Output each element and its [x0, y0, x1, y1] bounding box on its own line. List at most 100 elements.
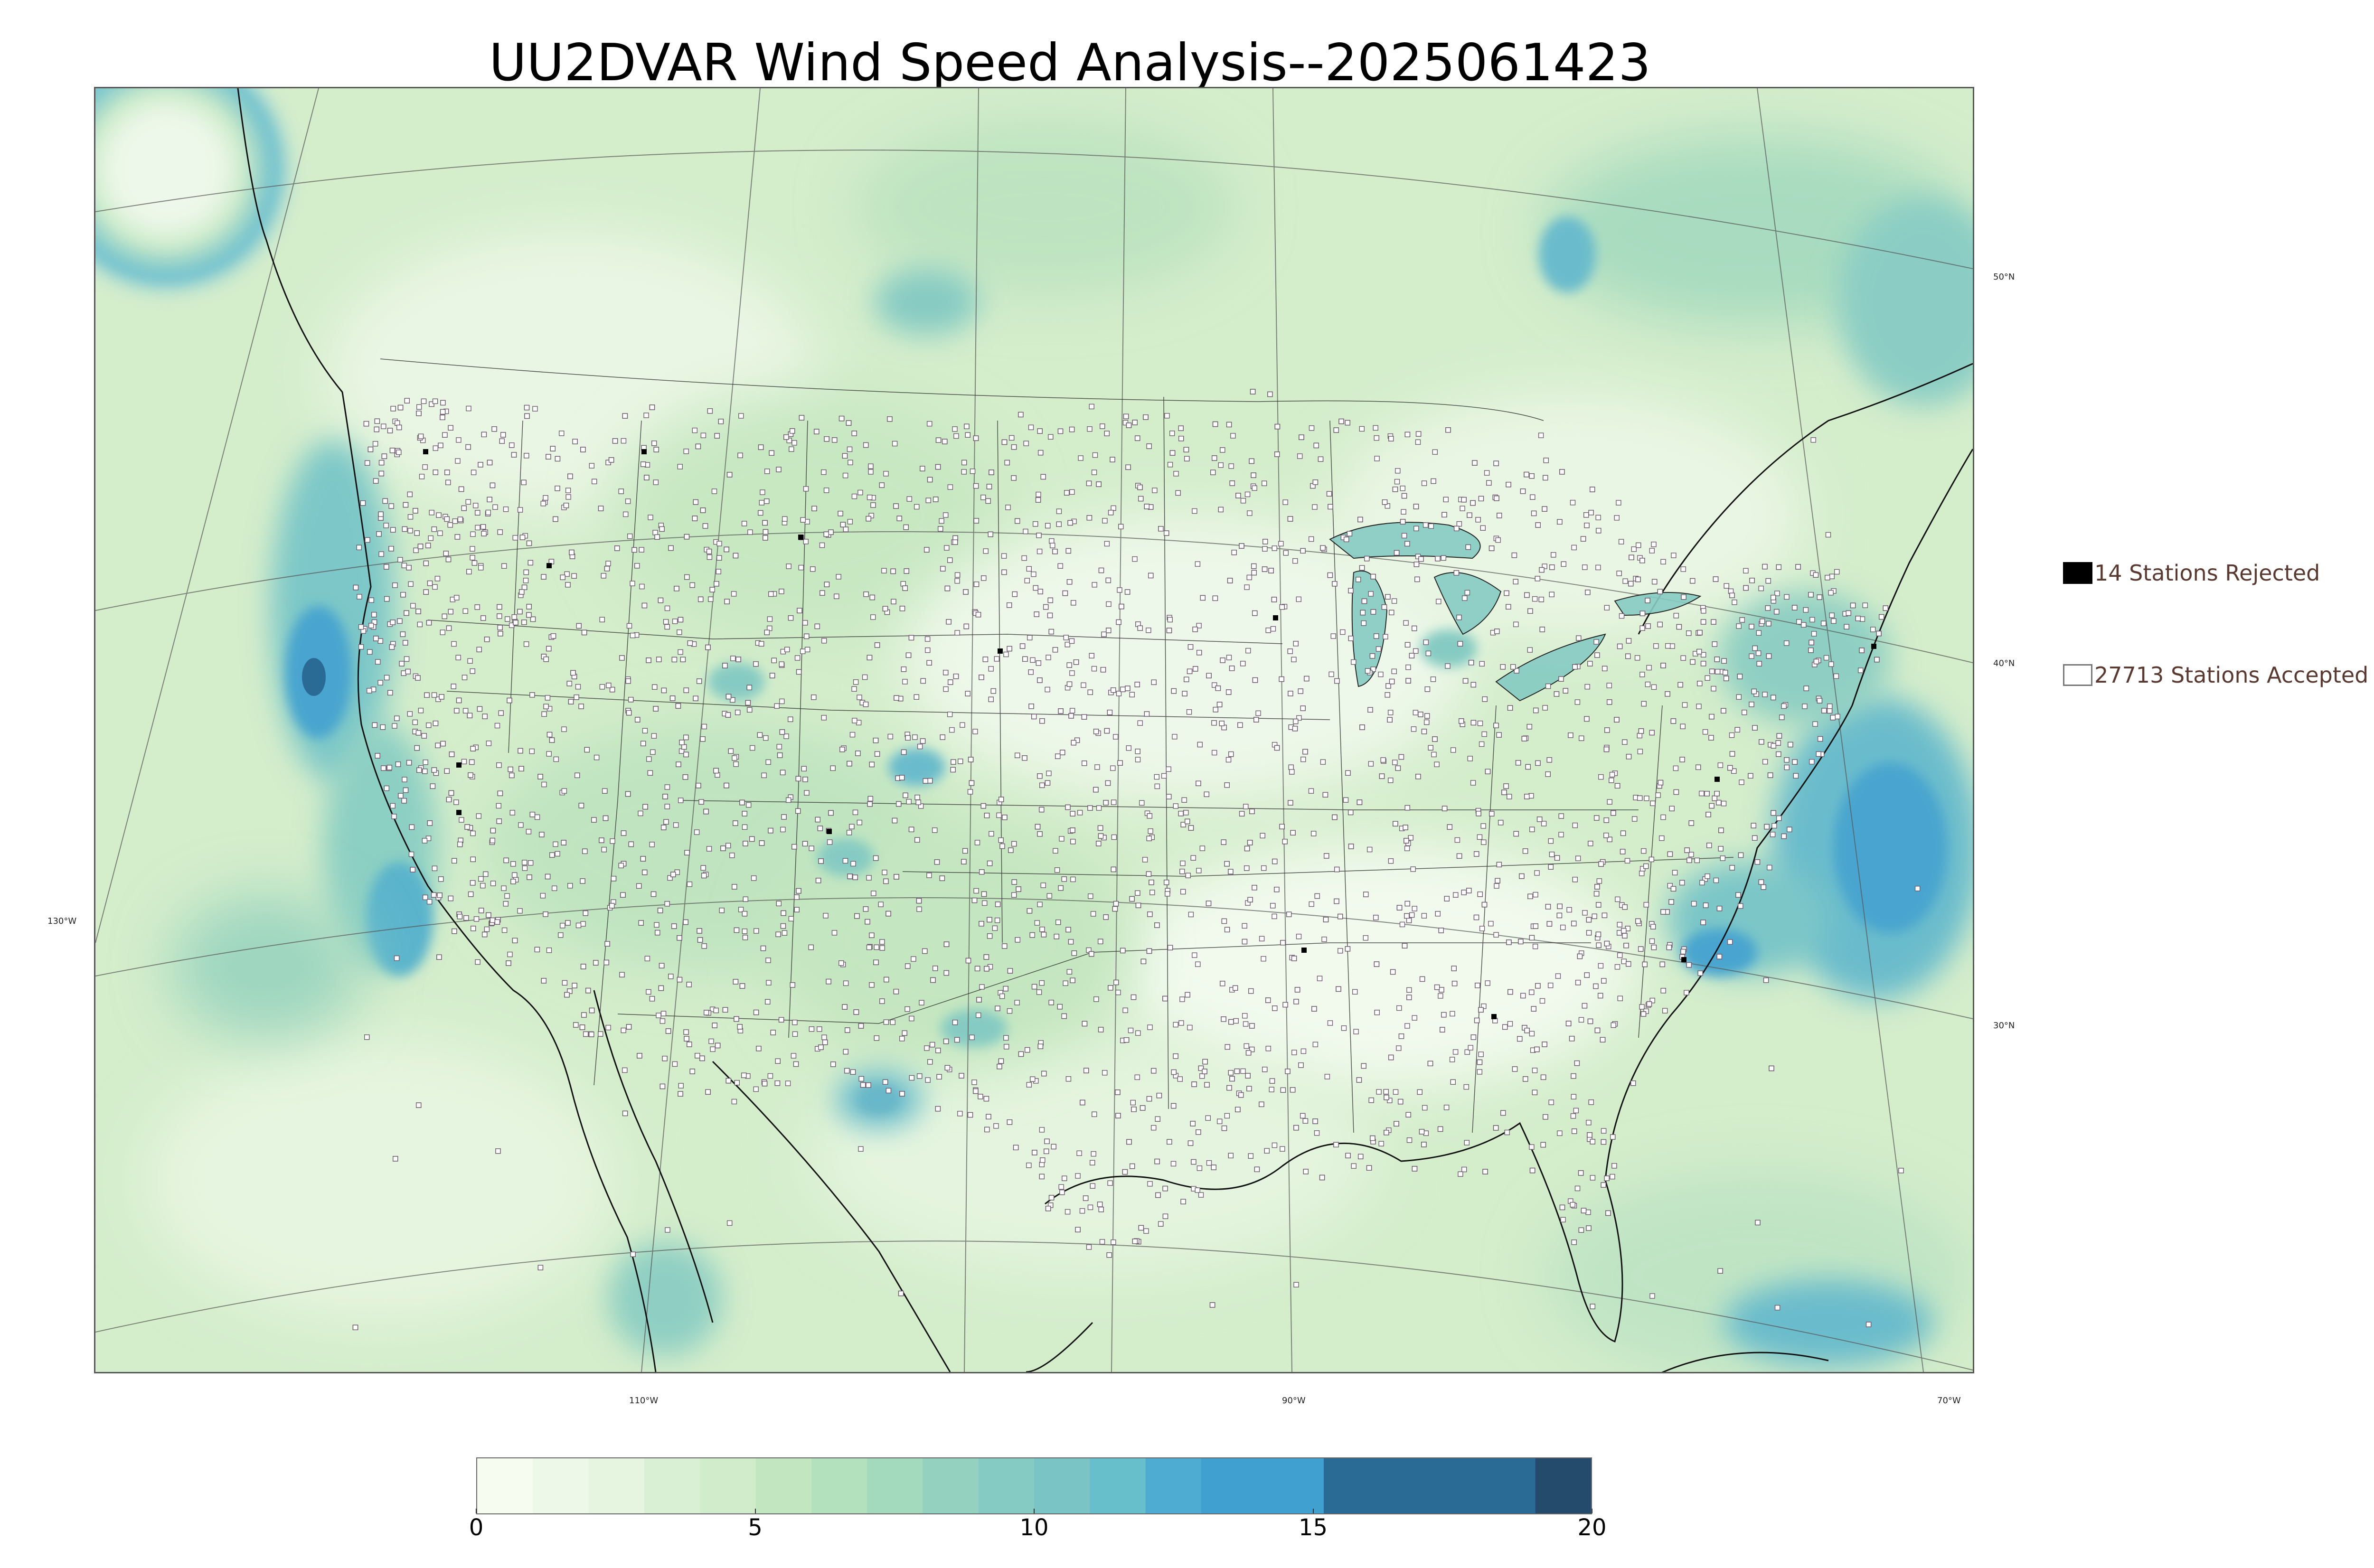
accepted-station-marker	[1338, 948, 1343, 954]
accepted-station-marker	[1336, 986, 1341, 992]
accepted-station-marker	[439, 694, 444, 700]
accepted-station-marker	[916, 906, 922, 912]
accepted-station-marker	[1425, 650, 1432, 657]
accepted-station-marker	[1185, 992, 1190, 998]
accepted-station-marker	[490, 482, 496, 488]
accepted-station-marker	[677, 464, 683, 469]
accepted-station-marker	[511, 452, 517, 458]
accepted-station-marker	[1404, 913, 1410, 919]
accepted-station-marker	[1660, 814, 1666, 820]
accepted-station-marker	[961, 469, 967, 475]
accepted-station-marker	[1374, 961, 1380, 967]
accepted-station-marker	[440, 629, 445, 635]
accepted-station-marker	[668, 974, 674, 979]
accepted-station-marker	[1458, 1171, 1463, 1177]
accepted-station-marker	[1641, 848, 1647, 854]
accepted-station-marker	[1801, 622, 1807, 628]
accepted-station-marker	[1343, 797, 1349, 803]
accepted-station-marker	[1300, 756, 1306, 762]
accepted-station-marker	[1024, 1047, 1030, 1053]
accepted-station-marker	[879, 998, 885, 1004]
accepted-station-marker	[1738, 852, 1744, 858]
accepted-station-marker	[1355, 576, 1361, 582]
accepted-station-marker	[1682, 702, 1688, 708]
map-panel[interactable]	[94, 87, 1974, 1373]
accepted-station-marker	[995, 901, 1001, 907]
accepted-station-marker	[1221, 918, 1227, 924]
accepted-station-marker	[683, 449, 689, 454]
accepted-station-marker	[1040, 1157, 1046, 1163]
accepted-station-marker	[1196, 623, 1202, 629]
accepted-station-marker	[1388, 1054, 1394, 1061]
accepted-station-marker	[1327, 1020, 1333, 1026]
accepted-station-marker	[459, 817, 464, 823]
accepted-station-marker	[1148, 828, 1153, 834]
accepted-station-marker	[381, 423, 386, 429]
accepted-station-marker	[1870, 627, 1876, 632]
accepted-station-marker	[1776, 564, 1782, 570]
accepted-station-marker	[873, 855, 879, 861]
accepted-station-marker	[462, 708, 469, 714]
accepted-station-marker	[429, 510, 434, 516]
accepted-station-marker	[540, 892, 546, 899]
accepted-station-marker	[432, 398, 438, 404]
accepted-station-marker	[1368, 1097, 1374, 1103]
accepted-station-marker	[981, 891, 987, 897]
accepted-station-marker	[1374, 456, 1380, 461]
accepted-station-marker	[1073, 659, 1079, 665]
accepted-station-marker	[760, 945, 766, 951]
accepted-station-marker	[659, 1083, 666, 1089]
accepted-station-marker	[1646, 1001, 1652, 1007]
accepted-station-marker	[498, 710, 504, 716]
accepted-station-marker	[769, 450, 774, 456]
accepted-station-marker	[762, 520, 768, 526]
accepted-station-marker	[973, 483, 979, 489]
accepted-station-marker	[942, 439, 948, 444]
accepted-station-marker	[550, 633, 556, 639]
accepted-station-marker	[763, 735, 769, 741]
accepted-station-marker	[471, 560, 478, 566]
accepted-station-marker	[814, 623, 820, 629]
accepted-station-marker	[1259, 936, 1265, 942]
accepted-station-marker	[1743, 568, 1749, 573]
accepted-station-marker	[665, 1227, 670, 1233]
accepted-station-marker	[1388, 858, 1394, 864]
accepted-station-marker	[1309, 901, 1314, 907]
accepted-station-marker	[1453, 570, 1460, 576]
accepted-station-marker	[1535, 760, 1541, 766]
accepted-station-marker	[558, 932, 564, 938]
accepted-station-marker	[1054, 933, 1059, 939]
accepted-station-marker	[697, 596, 704, 602]
accepted-station-marker	[1729, 751, 1735, 757]
accepted-station-marker	[598, 1031, 603, 1037]
accepted-station-marker	[1272, 545, 1278, 551]
accepted-station-marker	[1144, 711, 1150, 717]
accepted-station-marker	[1729, 865, 1735, 871]
accepted-station-marker	[1247, 510, 1253, 516]
accepted-station-marker	[1779, 714, 1785, 720]
accepted-station-marker	[384, 785, 389, 791]
accepted-station-marker	[356, 545, 362, 550]
accepted-station-marker	[887, 416, 893, 422]
accepted-station-marker	[1708, 735, 1714, 741]
accepted-station-marker	[1724, 583, 1729, 589]
accepted-station-marker	[637, 1053, 642, 1059]
accepted-station-marker	[1529, 935, 1535, 941]
accepted-station-marker	[759, 500, 765, 506]
accepted-station-marker	[1015, 518, 1020, 524]
accepted-station-marker	[672, 619, 678, 624]
accepted-station-marker	[1462, 678, 1469, 684]
accepted-station-marker	[575, 684, 581, 690]
accepted-station-marker	[1167, 462, 1173, 468]
accepted-station-marker	[1404, 805, 1410, 811]
accepted-station-marker	[785, 797, 791, 803]
accepted-station-marker	[537, 774, 543, 779]
accepted-station-marker	[1679, 880, 1685, 886]
accepted-station-marker	[630, 632, 636, 638]
accepted-station-marker	[1596, 902, 1602, 908]
accepted-station-marker	[1593, 639, 1599, 645]
accepted-station-marker	[649, 842, 655, 847]
accepted-station-marker	[406, 760, 412, 766]
accepted-station-marker	[1173, 1053, 1178, 1059]
accepted-station-marker	[526, 604, 532, 610]
